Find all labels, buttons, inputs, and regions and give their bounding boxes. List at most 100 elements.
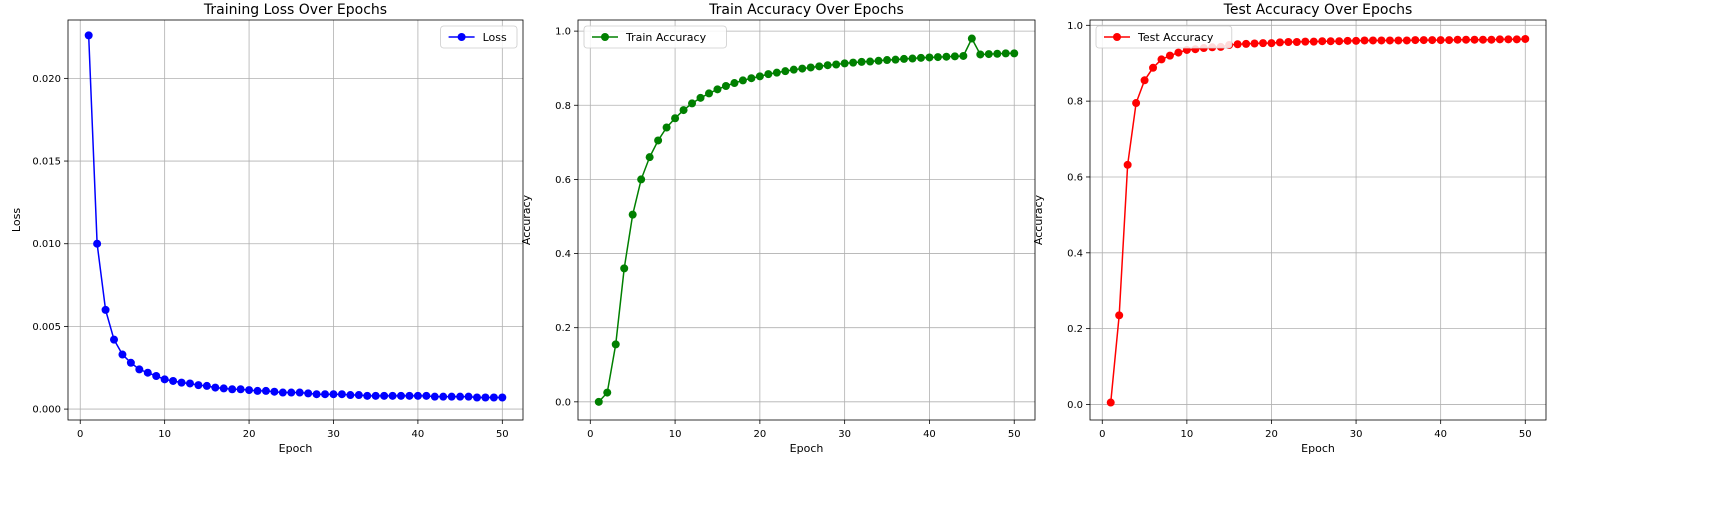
data-point <box>1453 35 1462 44</box>
data-point <box>883 56 892 65</box>
y-tick-label: 0.4 <box>555 249 571 260</box>
data-point <box>447 392 456 401</box>
y-axis-label: Accuracy <box>1032 194 1045 245</box>
data-point <box>439 392 448 401</box>
axes-frame <box>1089 19 1547 421</box>
x-tick-label: 50 <box>1008 429 1021 440</box>
data-point <box>1001 49 1010 58</box>
data-point <box>967 34 976 43</box>
data-point <box>346 391 355 400</box>
data-point <box>959 51 968 60</box>
data-point <box>1284 37 1293 46</box>
data-point <box>738 76 747 85</box>
data-point <box>671 114 680 123</box>
data-point <box>287 388 296 397</box>
y-tick-label: 0.0 <box>555 397 571 408</box>
data-point <box>840 59 849 68</box>
legend: Train Accuracy <box>583 25 727 49</box>
data-point <box>1402 36 1411 45</box>
x-tick-label: 0 <box>587 429 593 440</box>
data-point <box>976 50 985 59</box>
data-point <box>304 389 313 398</box>
data-point <box>900 54 909 63</box>
x-axis-label: Epoch <box>790 442 824 455</box>
data-point <box>1242 39 1251 48</box>
x-tick-label: 30 <box>838 429 851 440</box>
y-tick-label: 0.2 <box>555 323 571 334</box>
legend-label: Test Accuracy <box>1137 31 1214 44</box>
data-point <box>1512 35 1521 44</box>
data-point <box>126 358 135 367</box>
data-point <box>337 390 346 399</box>
data-point <box>1487 35 1496 44</box>
data-point <box>1318 37 1327 46</box>
data-point <box>245 386 254 395</box>
data-point <box>498 393 507 402</box>
data-point <box>464 392 473 401</box>
data-point <box>755 72 764 81</box>
legend: Test Accuracy <box>1095 25 1233 49</box>
data-point <box>169 376 178 385</box>
y-tick-label: 0.005 <box>32 322 61 333</box>
data-point <box>1335 37 1344 46</box>
series-line <box>598 36 1015 403</box>
y-tick-label: 0.4 <box>1067 248 1083 259</box>
axes-frame <box>67 19 524 421</box>
data-point <box>713 85 722 94</box>
data-point <box>772 68 781 77</box>
data-point <box>1233 40 1242 49</box>
data-point <box>363 391 372 400</box>
data-point <box>1385 36 1394 45</box>
data-point <box>798 64 807 73</box>
data-point <box>1352 36 1361 45</box>
data-point <box>185 379 194 388</box>
x-axis-label: Epoch <box>1301 442 1335 455</box>
data-point <box>1174 48 1183 57</box>
data-point <box>950 52 959 61</box>
data-point <box>628 210 637 219</box>
data-point <box>654 136 663 145</box>
data-point <box>984 50 993 59</box>
chart-title: Test Accuracy Over Epochs <box>1223 2 1413 18</box>
data-point <box>849 58 858 67</box>
data-point <box>1165 51 1174 60</box>
data-point <box>202 381 211 390</box>
data-point <box>815 62 824 71</box>
data-point <box>228 385 237 394</box>
data-point <box>456 392 465 401</box>
data-point <box>637 175 646 184</box>
data-point <box>874 56 883 65</box>
data-point <box>472 393 481 402</box>
data-point <box>1259 39 1268 48</box>
data-point <box>1132 99 1141 108</box>
data-point <box>489 393 498 402</box>
legend-marker <box>601 33 609 41</box>
data-point <box>422 391 431 400</box>
data-point <box>1267 39 1276 48</box>
x-tick-label: 30 <box>327 429 340 440</box>
y-tick-label: 0.8 <box>1067 97 1083 108</box>
data-point <box>806 63 815 72</box>
data-point <box>312 390 321 399</box>
y-tick-label: 0.2 <box>1067 324 1083 335</box>
y-tick-label: 0.0 <box>1067 400 1083 411</box>
y-tick-label: 0.020 <box>32 74 61 85</box>
data-point <box>662 123 671 132</box>
x-tick-label: 10 <box>669 429 682 440</box>
data-point <box>1292 37 1301 46</box>
data-point <box>1445 36 1454 45</box>
data-point <box>730 79 739 88</box>
data-point <box>916 53 925 62</box>
data-point <box>704 89 713 98</box>
axes-frame <box>577 19 1036 421</box>
data-point <box>645 153 654 162</box>
legend-marker <box>457 33 466 41</box>
data-point <box>160 375 169 384</box>
data-point <box>688 99 697 108</box>
x-tick-label: 30 <box>1350 429 1363 440</box>
data-point <box>1250 39 1259 48</box>
data-point <box>908 54 917 63</box>
data-point <box>1478 35 1487 44</box>
data-point <box>397 391 406 400</box>
chart-panel-3: Test Accuracy Over Epochs 0 10 20 30 40 50 0.0 0… <box>1032 2 1547 455</box>
